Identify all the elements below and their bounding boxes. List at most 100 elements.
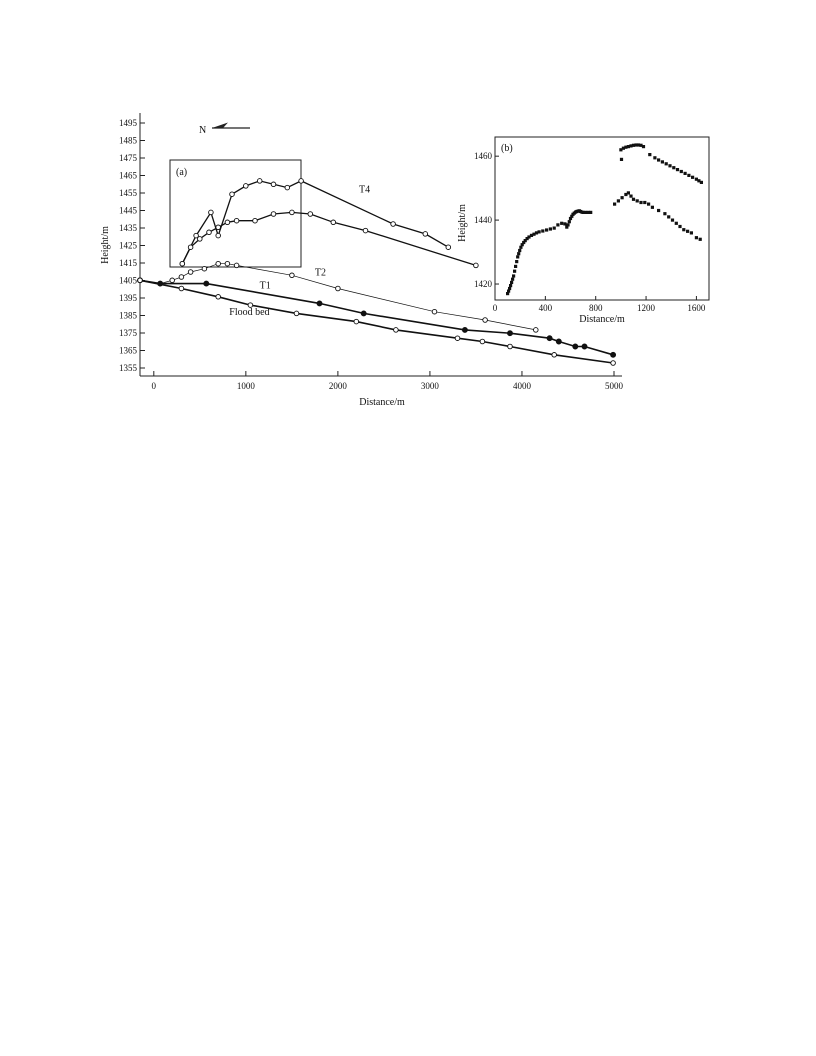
data-point: [648, 153, 652, 157]
data-point: [620, 196, 624, 200]
panel-a-annotations: T4 T2 T1 Flood bed: [229, 185, 370, 319]
data-point: [243, 183, 249, 189]
data-point: [534, 231, 539, 235]
data-point: [610, 351, 617, 358]
data-point: [507, 289, 511, 293]
panel-a-x-tick-label: 2000: [329, 381, 348, 391]
data-point: [568, 216, 573, 221]
panel-b-x-tick-label: 1200: [637, 303, 656, 313]
annotation-t2: T2: [315, 267, 326, 278]
data-point: [541, 229, 545, 233]
annotation-t4: T4: [359, 185, 370, 196]
data-point: [479, 338, 486, 345]
series-t2: [137, 260, 539, 333]
series-upper: [506, 143, 703, 296]
data-point: [137, 277, 143, 284]
data-point: [532, 232, 536, 236]
data-point: [663, 212, 667, 216]
north-arrow-head: [212, 122, 228, 128]
data-point: [674, 221, 678, 225]
data-point: [316, 300, 323, 307]
data-point: [556, 223, 560, 227]
panel-a-y-tick-label: 1375: [119, 328, 138, 338]
data-point: [699, 180, 703, 184]
data-point: [687, 173, 691, 177]
panel-b-x-axis-label: Distance/m: [579, 314, 625, 325]
data-point: [520, 243, 524, 247]
data-point: [307, 211, 314, 217]
series-t3: [179, 209, 479, 269]
data-point: [362, 227, 369, 234]
data-point: [507, 343, 513, 350]
data-point: [224, 260, 231, 267]
data-point: [353, 318, 360, 325]
panel-a-y-tick-label: 1395: [119, 293, 138, 303]
panel-b-x-tick-label: 1600: [687, 303, 706, 313]
data-point: [203, 280, 210, 287]
panel-a-x-tick-label: 5000: [605, 381, 624, 391]
panel-a-x-axis-label: Distance/m: [359, 397, 405, 408]
data-point: [482, 317, 488, 323]
data-point: [634, 143, 638, 147]
panel-a-y-tick-label: 1495: [119, 118, 138, 128]
data-point: [525, 237, 529, 241]
data-point: [636, 143, 641, 147]
data-point: [197, 236, 203, 242]
series-t4: [179, 178, 452, 267]
data-point: [533, 327, 539, 333]
annotation-flood-bed: Flood bed: [229, 307, 269, 318]
panel-a-y-tick-label: 1465: [119, 171, 138, 181]
panel-b-y-axis-label: Height/m: [457, 204, 468, 242]
series-isolated: [619, 157, 624, 161]
data-point: [626, 145, 630, 149]
data-point: [293, 310, 300, 317]
data-point: [584, 210, 588, 214]
data-point: [664, 162, 668, 166]
data-point: [546, 335, 553, 342]
data-point: [581, 210, 585, 214]
data-point: [422, 231, 429, 237]
annotation-t1: T1: [260, 281, 271, 292]
data-point: [697, 179, 701, 183]
data-point: [298, 178, 304, 184]
data-point: [252, 217, 258, 224]
data-point: [454, 335, 461, 341]
data-point: [233, 217, 240, 224]
data-point: [643, 200, 647, 205]
data-point: [560, 221, 564, 225]
data-point: [626, 191, 630, 195]
panel-b-x-ticks: 0 400 800 1200 1600: [493, 296, 706, 313]
data-point: [187, 269, 194, 275]
data-point: [581, 343, 588, 350]
data-point: [586, 210, 590, 214]
data-point: [678, 224, 682, 229]
data-point: [537, 230, 541, 234]
data-point: [650, 205, 654, 209]
panel-a-y-tick-label: 1455: [119, 188, 138, 198]
data-point: [523, 239, 527, 243]
data-point: [631, 197, 636, 201]
data-point: [215, 260, 221, 267]
data-point: [641, 145, 646, 149]
data-point: [668, 164, 672, 168]
panel-a-x-tick-label: 4000: [513, 381, 532, 391]
panel-a-y-tick-label: 1385: [119, 311, 138, 321]
data-point: [233, 262, 240, 269]
data-point: [289, 272, 295, 279]
data-point: [545, 228, 549, 232]
panel-b-frame: [494, 136, 710, 301]
data-point: [624, 192, 628, 197]
data-point: [616, 199, 620, 203]
panel-a-y-axis-label: Height/m: [100, 226, 111, 264]
series-lower: [613, 191, 702, 241]
data-point: [610, 360, 616, 366]
series-flood-bed: [137, 277, 616, 366]
data-point: [527, 235, 531, 239]
data-point: [393, 327, 399, 333]
data-point: [619, 148, 623, 152]
data-point: [624, 145, 628, 149]
data-point: [512, 274, 516, 278]
data-point: [510, 280, 514, 284]
panel-b-x-tick-label: 0: [493, 303, 498, 313]
panel-b-label: (b): [501, 143, 513, 154]
